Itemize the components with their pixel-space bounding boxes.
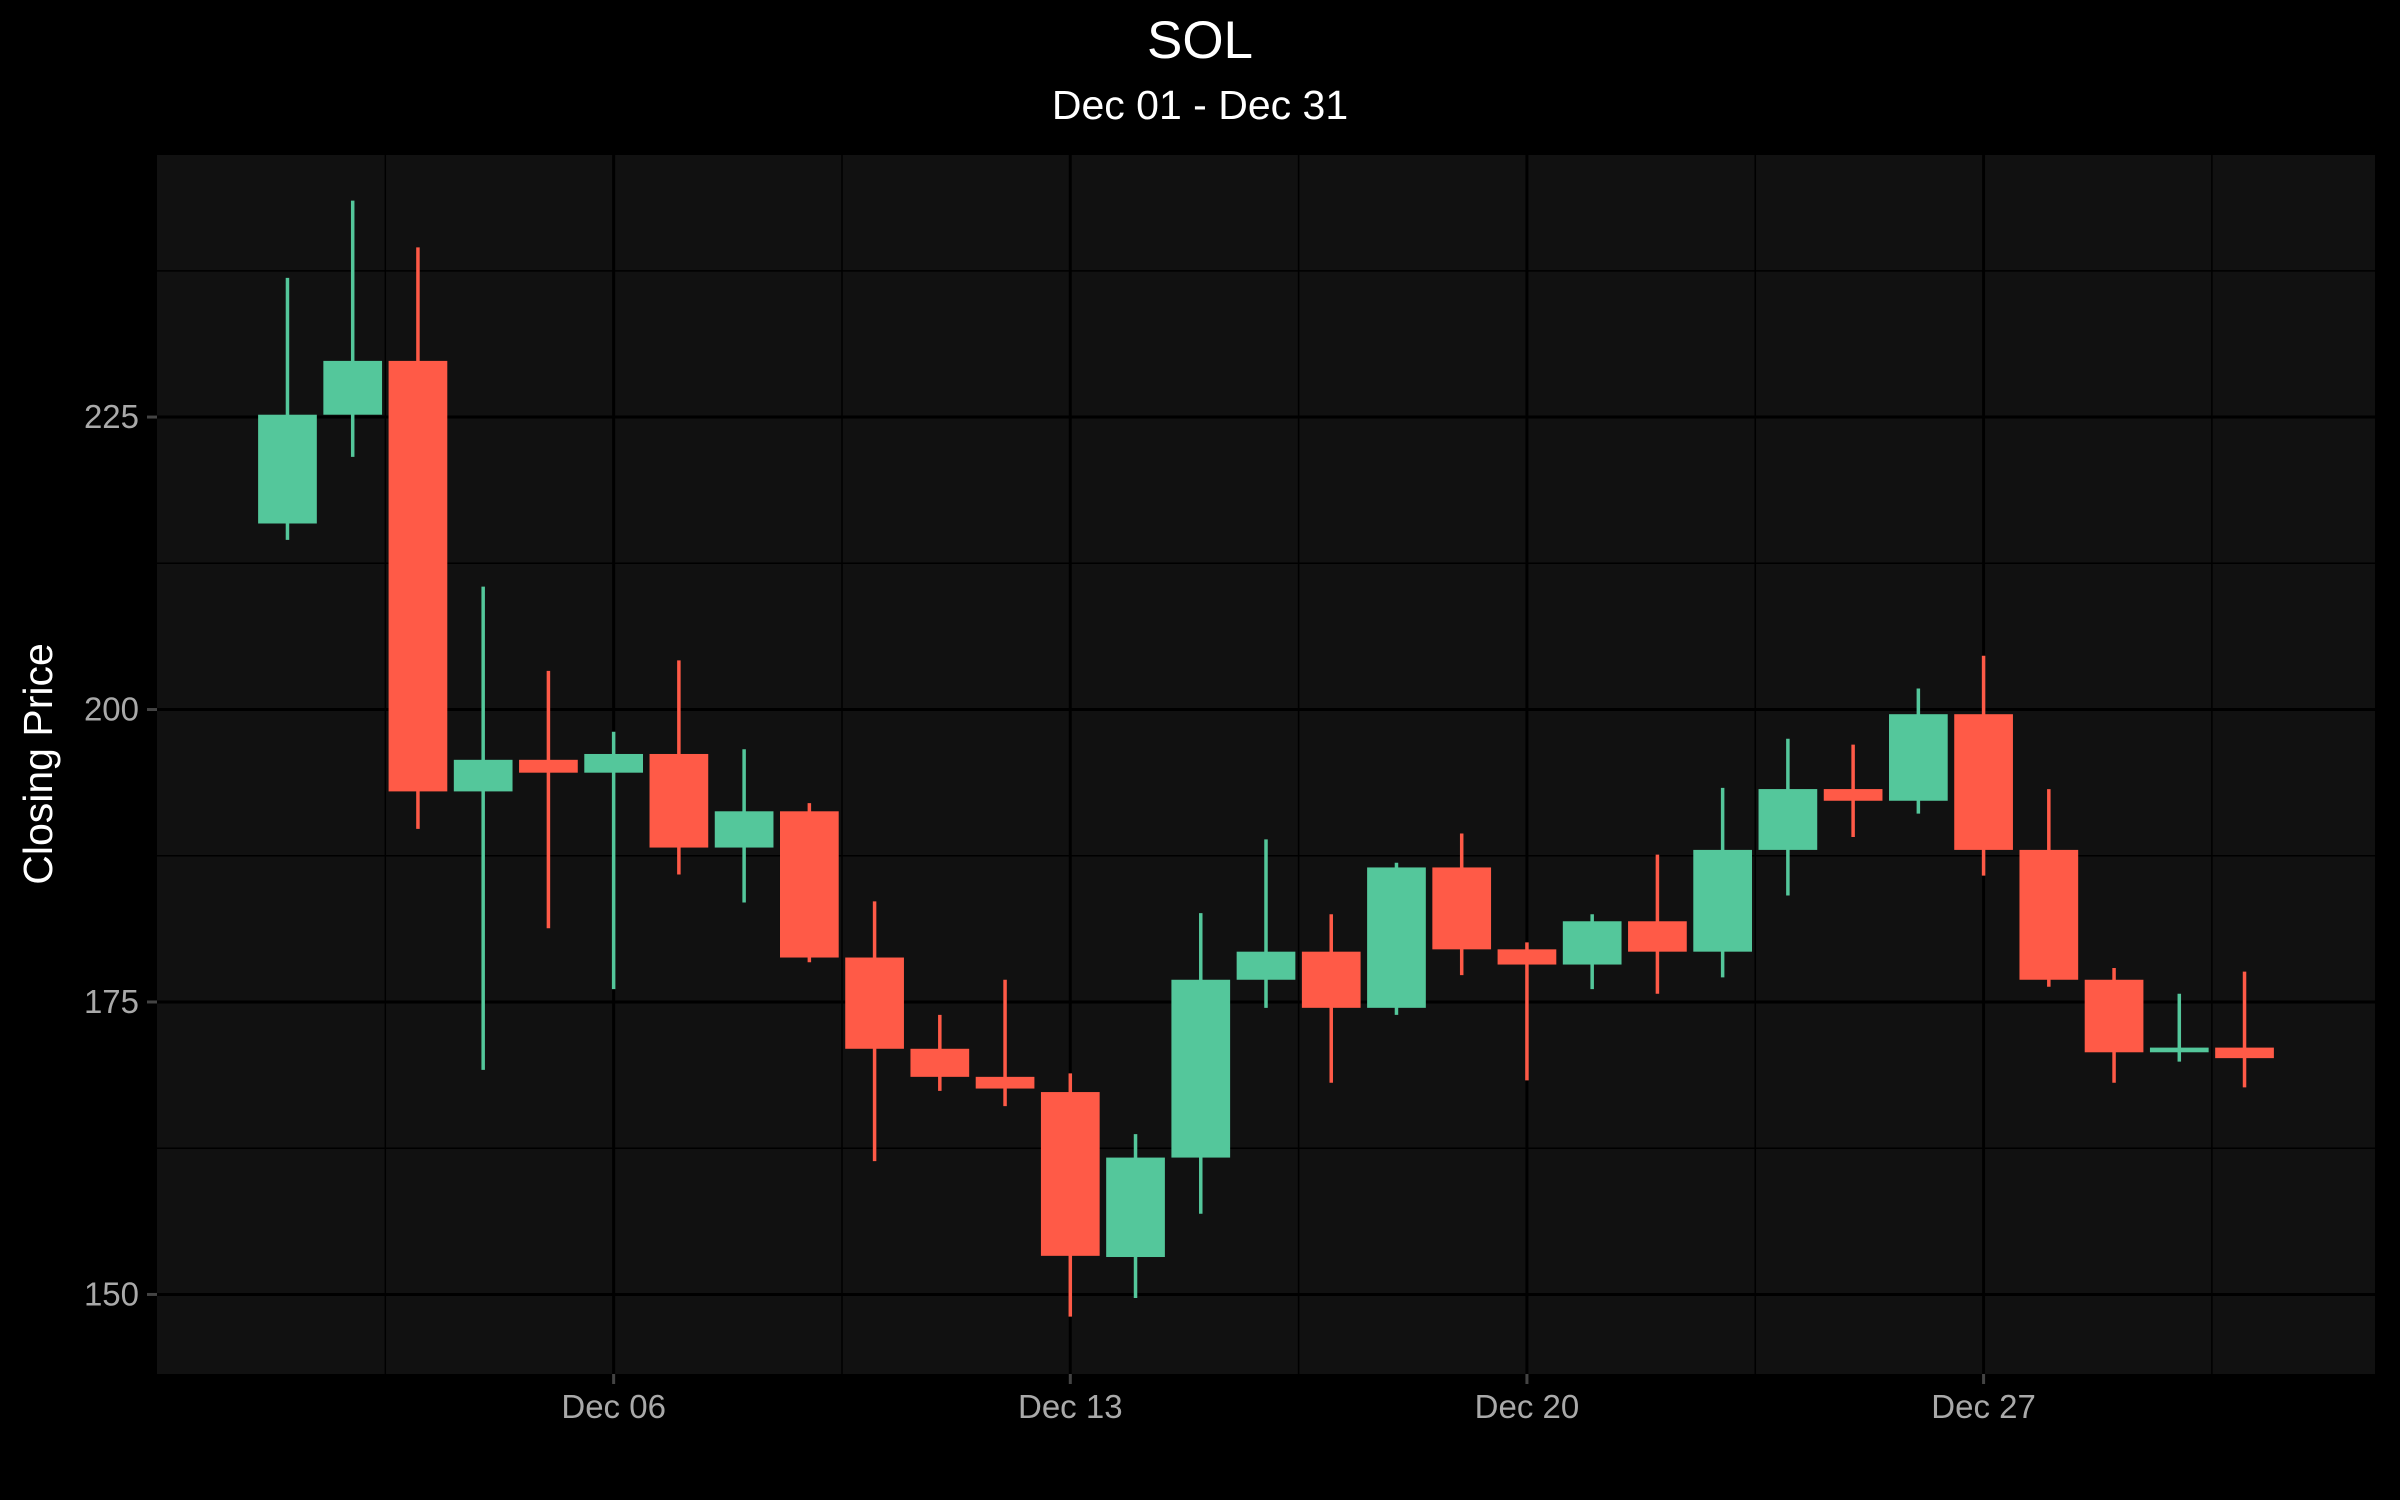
candle-body — [1628, 921, 1687, 952]
candle-body — [1497, 949, 1557, 965]
x-tick-label: Dec 06 — [561, 1388, 666, 1425]
candle-body — [1106, 1157, 1165, 1258]
candle-body — [845, 957, 904, 1049]
candle-body — [1040, 1092, 1100, 1256]
chart-title: SOL — [1146, 11, 1254, 70]
candle-body — [1236, 951, 1296, 980]
candle-body — [1888, 714, 1948, 801]
x-tick-label: Dec 13 — [1018, 1388, 1123, 1425]
candle-body — [1758, 789, 1818, 850]
candle-body — [649, 753, 709, 848]
candle-body — [714, 811, 774, 848]
candle-body — [1367, 867, 1426, 1008]
candle-body — [1171, 979, 1231, 1158]
y-tick-label: 175 — [84, 983, 139, 1020]
grid-major — [157, 155, 2375, 1374]
candle-body — [453, 759, 513, 792]
candle-body — [1693, 849, 1753, 952]
candle-body — [519, 759, 578, 773]
x-tick-label: Dec 27 — [1931, 1388, 2036, 1425]
candle-body — [2084, 979, 2144, 1053]
grid-minor — [157, 155, 2375, 1374]
candle-body — [584, 753, 644, 773]
candle-body — [975, 1076, 1035, 1089]
y-tick-label: 150 — [84, 1275, 139, 1312]
y-axis: 150 175 200 225 — [84, 398, 157, 1312]
candle-body — [1562, 921, 1622, 965]
candle-body — [1301, 951, 1361, 1008]
candle-body — [2019, 849, 2079, 980]
candle-body — [1954, 714, 2013, 850]
x-tick-label: Dec 20 — [1475, 1388, 1580, 1425]
candle-body — [1823, 789, 1883, 801]
chart-subtitle: Dec 01 - Dec 31 — [1051, 82, 1349, 128]
candle-body — [1432, 867, 1492, 950]
candle-body — [2149, 1047, 2209, 1053]
candles — [258, 200, 2274, 1317]
y-tick-label: 225 — [84, 398, 139, 435]
y-tick-label: 200 — [84, 691, 139, 728]
candle-body — [388, 360, 448, 792]
candle-body — [323, 360, 383, 415]
x-axis: Dec 06 Dec 13 Dec 20 Dec 27 — [561, 1374, 2036, 1425]
candle-body — [910, 1048, 970, 1077]
y-axis-label: Closing Price — [15, 643, 61, 885]
candle-body — [779, 811, 839, 958]
candle-body — [258, 414, 317, 524]
candle-body — [2215, 1047, 2274, 1059]
